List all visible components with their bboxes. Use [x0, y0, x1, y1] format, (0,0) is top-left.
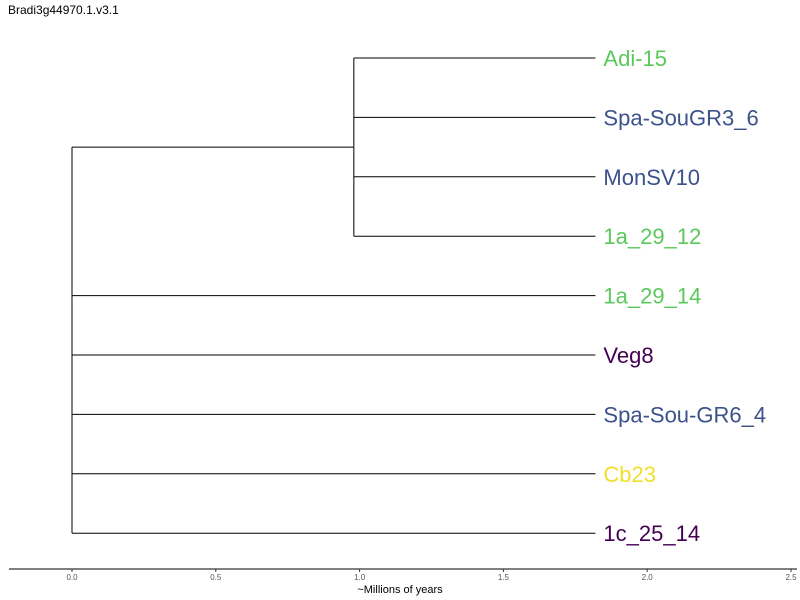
leaf-label: 1c_25_14 [603, 521, 700, 546]
axis-tick-label: 0.5 [210, 573, 222, 582]
axis-tick-label: 1.0 [354, 573, 366, 582]
leaf-label: Spa-Sou-GR6_4 [603, 402, 766, 427]
leaf-label: 1a_29_12 [603, 224, 701, 249]
axis-tick-label: 1.5 [498, 573, 510, 582]
tree-branches [71, 57, 596, 534]
axis-tick-label: 2.0 [642, 573, 654, 582]
axis-title: ~Millions of years [357, 584, 443, 596]
tree-title: Bradi3g44970.1.v3.1 [8, 3, 119, 17]
leaf-labels: Adi-15 Spa-SouGR3_6 MonSV10 1a_29_12 1a_29_1… [603, 46, 766, 546]
leaf-label: 1a_29_14 [603, 284, 701, 309]
leaf-label: Veg8 [603, 343, 653, 368]
leaf-label: Adi-15 [603, 46, 667, 71]
time-axis: 0.0 0.5 1.0 1.5 2.0 2.5 ~Millions of years [9, 568, 797, 596]
leaf-label: Spa-SouGR3_6 [603, 105, 758, 130]
axis-tick-label: 2.5 [785, 573, 797, 582]
axis-tick-label: 0.0 [66, 573, 78, 582]
leaf-label: MonSV10 [603, 165, 700, 190]
axis-ticks: 0.0 0.5 1.0 1.5 2.0 2.5 [66, 569, 797, 582]
leaf-label: Cb23 [603, 462, 656, 487]
